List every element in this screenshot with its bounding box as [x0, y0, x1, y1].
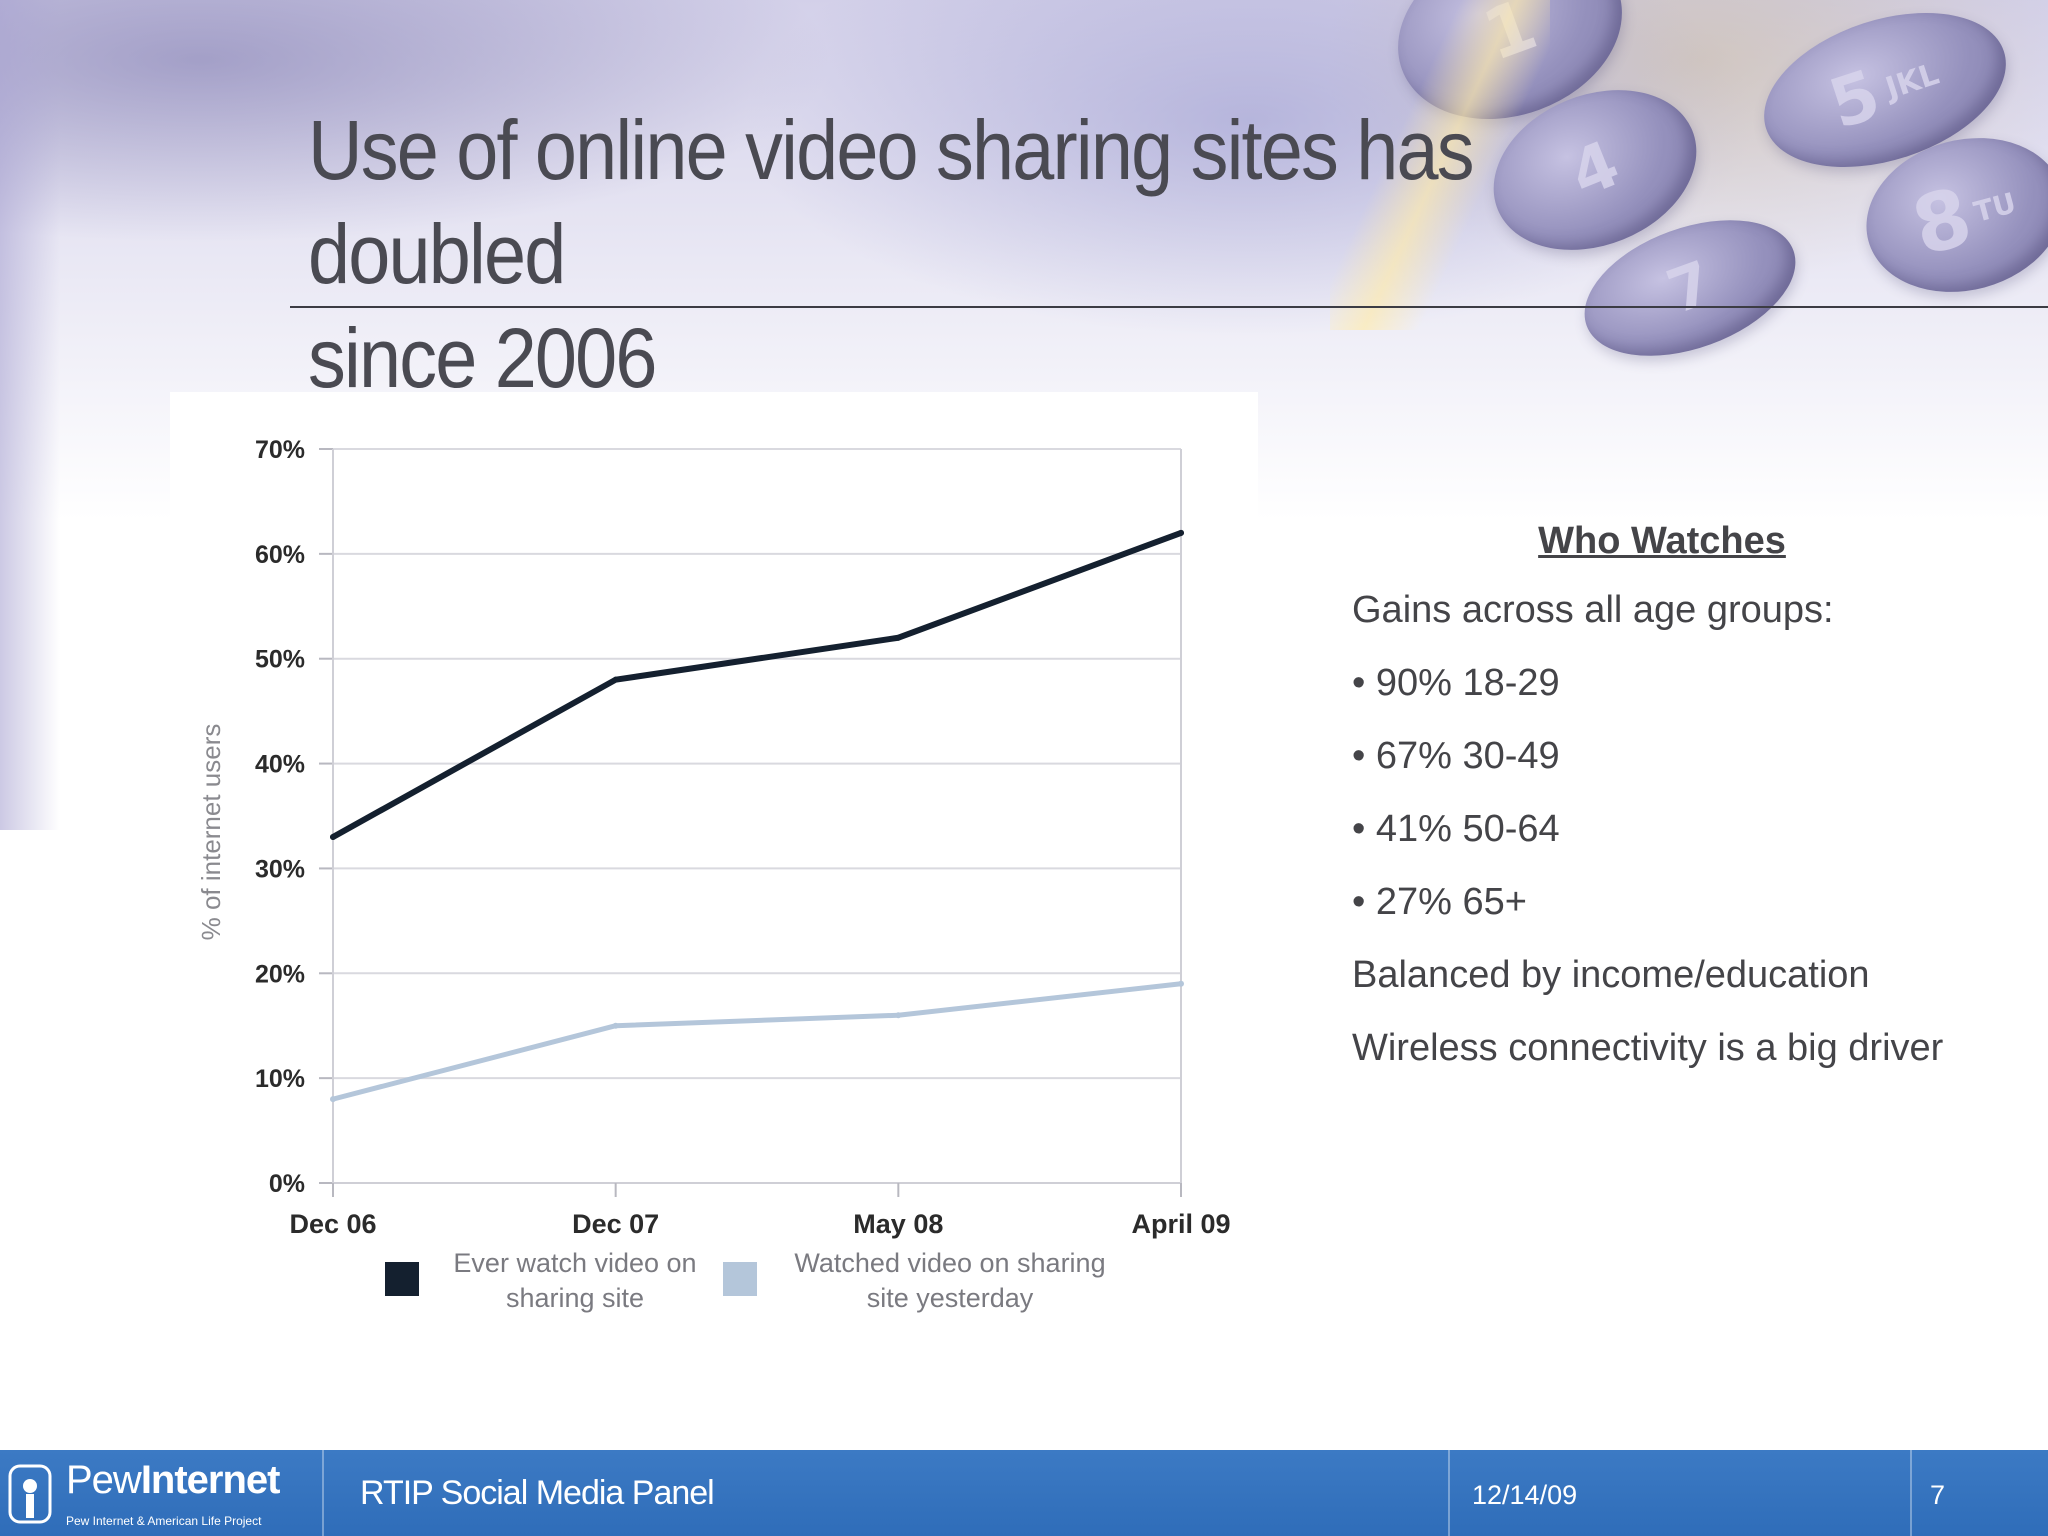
pew-logo-icon: [8, 1462, 54, 1526]
x-tick-label: April 09: [1131, 1209, 1230, 1239]
wireless-text: Wireless connectivity is a big driver: [1352, 1027, 1944, 1069]
slide-title: Use of online video sharing sites has do…: [308, 98, 1748, 410]
legend-swatch-1: [385, 1262, 419, 1296]
slide-title-line-2: since 2006: [308, 311, 657, 405]
x-tick-label: Dec 06: [289, 1209, 376, 1239]
y-tick-label: 60%: [255, 541, 305, 569]
light-flare: [1330, 0, 1550, 330]
legend-label: site yesterday: [867, 1283, 1034, 1313]
keypad-letters: TU: [1970, 185, 2020, 229]
data-point: [895, 634, 902, 641]
age-18-29-bullet: • 90% 18-29: [1352, 662, 1560, 704]
data-point: [1178, 980, 1184, 987]
y-axis-title: % of internet users: [196, 724, 226, 941]
slide-title-line-1: Use of online video sharing sites has do…: [308, 103, 1475, 301]
y-tick-label: 50%: [255, 646, 305, 674]
y-tick-label: 0%: [269, 1170, 305, 1198]
pew-internet-logo: PewInternet: [66, 1458, 280, 1503]
data-point: [1178, 529, 1184, 536]
x-tick-label: May 08: [853, 1209, 943, 1239]
y-tick-label: 70%: [255, 436, 305, 464]
keypad-digit: 8: [1902, 169, 1981, 274]
y-tick-label: 10%: [255, 1065, 305, 1093]
data-point: [612, 1022, 619, 1029]
data-point: [612, 676, 619, 683]
footer-date: 12/14/09: [1472, 1480, 1578, 1510]
data-point: [895, 1012, 902, 1019]
who-watches-panel: Who Watches Gains across all age groups:…: [1352, 520, 2012, 1098]
slide-background-left: [0, 0, 60, 830]
keypad-digit: 5: [1820, 54, 1890, 145]
series-line-2: [330, 981, 1184, 1102]
gains-text: Gains across all age groups:: [1352, 589, 1834, 631]
footer-divider: [322, 1450, 324, 1536]
y-tick-label: 30%: [255, 855, 305, 883]
age-30-49-bullet: • 67% 30-49: [1352, 735, 1560, 777]
footer-bar: PewInternet Pew Internet & American Life…: [0, 1450, 2048, 1536]
who-watches-heading: Who Watches: [1538, 520, 1786, 562]
age-50-64-bullet: • 41% 50-64: [1352, 808, 1560, 850]
logo-bold-text: Internet: [140, 1458, 281, 1502]
data-point: [330, 833, 336, 840]
keypad-letters: JKL: [1881, 56, 1944, 107]
line-chart: 0% 10% 20% 30% 40% 50% 60% 70% Dec 06 Dec 07 May 0…: [196, 436, 1231, 1313]
legend-swatch-2: [723, 1262, 757, 1296]
line-chart-panel: 0% 10% 20% 30% 40% 50% 60% 70% Dec 06 Dec 07 May 0…: [170, 392, 1258, 1332]
logo-light-text: Pew: [66, 1458, 142, 1502]
x-tick-label: Dec 07: [572, 1209, 659, 1239]
y-tick-label: 40%: [255, 751, 305, 779]
logo-subtitle: Pew Internet & American Life Project: [66, 1514, 262, 1528]
y-tick-label: 20%: [255, 960, 305, 988]
legend-label: sharing site: [506, 1283, 644, 1313]
legend-label: Watched video on sharing: [794, 1248, 1105, 1278]
footer-panel-name: RTIP Social Media Panel: [360, 1474, 715, 1512]
age-65-plus-bullet: • 27% 65+: [1352, 881, 1527, 923]
series-line-1: [330, 529, 1184, 840]
title-divider: [290, 306, 2048, 308]
footer-divider: [1910, 1450, 1912, 1536]
page-number: 7: [1930, 1480, 1946, 1510]
data-point: [330, 1096, 336, 1103]
footer-divider: [1448, 1450, 1450, 1536]
legend-label: Ever watch video on: [453, 1248, 696, 1278]
balanced-text: Balanced by income/education: [1352, 954, 1870, 996]
